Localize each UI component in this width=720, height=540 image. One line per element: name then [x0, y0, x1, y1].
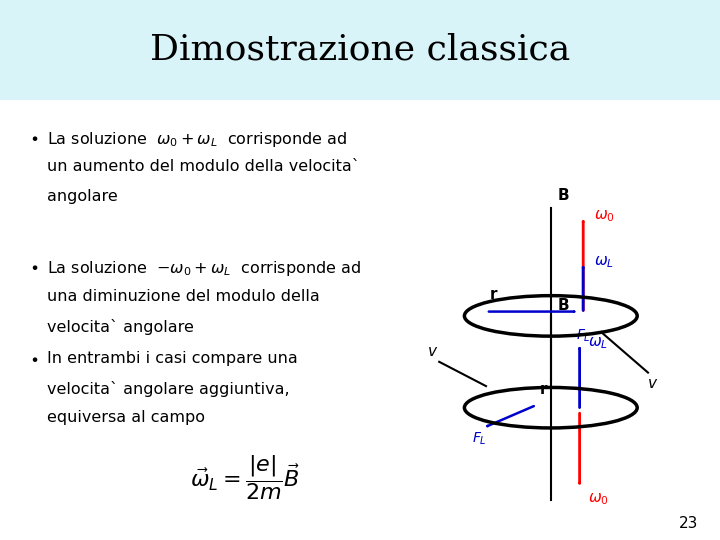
Text: In entrambi i casi compare una: In entrambi i casi compare una [47, 351, 297, 366]
Text: velocita` angolare aggiuntiva,: velocita` angolare aggiuntiva, [47, 381, 289, 397]
Text: $\omega_L$: $\omega_L$ [588, 335, 608, 351]
Text: $\omega_0$: $\omega_0$ [588, 491, 609, 507]
Text: angolare: angolare [47, 189, 117, 204]
Text: v: v [648, 376, 657, 392]
Text: r: r [490, 287, 497, 302]
Text: $\vec{\omega}_L = \dfrac{|e|}{2m}\vec{B}$: $\vec{\omega}_L = \dfrac{|e|}{2m}\vec{B}… [189, 454, 300, 502]
Text: $\bullet$: $\bullet$ [29, 130, 38, 145]
Text: v: v [428, 344, 438, 359]
Text: $\bullet$: $\bullet$ [29, 351, 38, 366]
Text: $F_L$: $F_L$ [576, 328, 591, 344]
Text: equiversa al campo: equiversa al campo [47, 410, 204, 426]
Text: $F_L$: $F_L$ [472, 430, 487, 447]
Text: La soluzione  $-\omega_0 + \omega_L$  corrisponde ad: La soluzione $-\omega_0 + \omega_L$ corr… [47, 259, 361, 278]
Text: una diminuzione del modulo della: una diminuzione del modulo della [47, 289, 320, 304]
Bar [0, 0, 720, 100]
Text: Dimostrazione classica: Dimostrazione classica [150, 33, 570, 67]
Text: La soluzione  $\omega_0 + \omega_L$  corrisponde ad: La soluzione $\omega_0 + \omega_L$ corri… [47, 130, 347, 148]
Text: velocita` angolare: velocita` angolare [47, 319, 194, 335]
Text: r: r [540, 382, 547, 397]
Text: B: B [558, 298, 570, 313]
Text: B: B [558, 187, 570, 202]
Text: 23: 23 [679, 516, 698, 531]
Text: $\omega_0$: $\omega_0$ [594, 208, 615, 224]
Text: un aumento del modulo della velocita`: un aumento del modulo della velocita` [47, 159, 359, 174]
Text: $\omega_L$: $\omega_L$ [594, 254, 614, 270]
Text: $\bullet$: $\bullet$ [29, 259, 38, 274]
